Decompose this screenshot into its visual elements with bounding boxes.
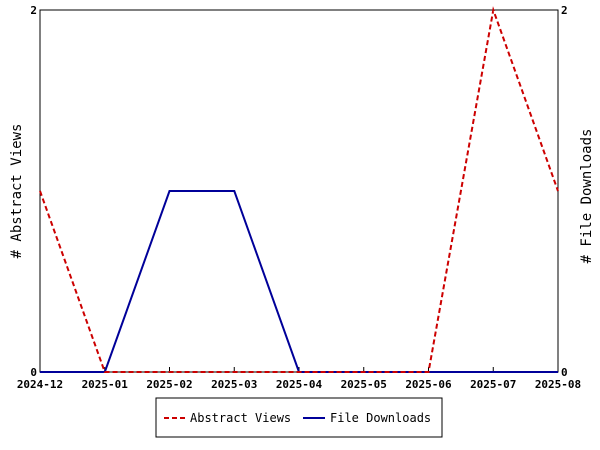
x-tick-label: 2025-03 [211,378,257,391]
x-tick-label: 2025-08 [535,378,581,391]
legend: Abstract Views File Downloads [155,397,443,438]
y-axis-right-title: # File Downloads [579,129,595,264]
legend-label-abstract-views: Abstract Views [190,411,291,425]
y-left-tick-label: 0 [30,366,37,379]
y-left-tick-label: 2 [30,4,37,17]
x-tick-label: 2024-12 [17,378,63,391]
x-tick-label: 2025-07 [470,378,516,391]
x-tick-label: 2025-02 [146,378,192,391]
legend-box [155,397,443,438]
x-tick-label: 2025-04 [276,378,323,391]
x-tick-label: 2025-01 [82,378,129,391]
plot-area [39,9,559,373]
x-tick-label: 2025-05 [341,378,387,391]
y-axis-left-title: # Abstract Views [9,124,25,259]
legend-label-file-downloads: File Downloads [330,411,431,425]
x-tick-label: 2025-06 [405,378,452,391]
x-axis: 2024-12 2025-01 2025-02 2025-03 2025-04 2025-… [17,367,581,391]
y-right-tick-label: 0 [561,366,568,379]
y-right-tick-label: 2 [561,4,568,17]
series-line-abstract-views [39,6,559,373]
series-layer [39,6,559,373]
